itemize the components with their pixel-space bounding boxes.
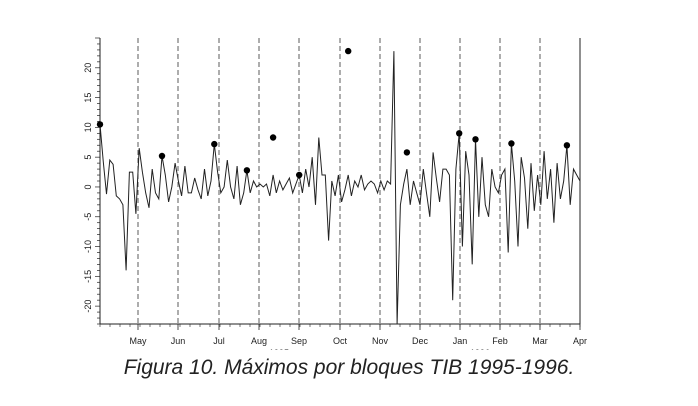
y-tick-label: -5 bbox=[83, 213, 93, 221]
y-tick-label: 0 bbox=[83, 184, 93, 189]
x-tick-label-dec: Dec bbox=[412, 336, 429, 346]
year-label-1995: 1995 bbox=[269, 348, 289, 350]
series-line bbox=[99, 51, 581, 325]
x-tick-label-jun: Jun bbox=[171, 336, 186, 346]
time-series-chart: 20 15 10 5 0 -5 -10 -15 -20 May Jun Jul Aug Sep Oct No… bbox=[83, 37, 587, 350]
figure-caption: Figura 10. Máximos por bloques TIB 1995-… bbox=[123, 356, 575, 379]
y-tick-label: 10 bbox=[83, 122, 93, 132]
y-axis-ticks: 20 15 10 5 0 -5 -10 -15 -20 bbox=[83, 37, 100, 325]
x-tick-label-may: May bbox=[129, 336, 147, 346]
x-tick-label-mar: Mar bbox=[532, 336, 548, 346]
y-tick-label: -10 bbox=[83, 240, 93, 253]
block-maximum-point bbox=[472, 136, 479, 143]
x-tick-label-sep: Sep bbox=[291, 336, 307, 346]
y-tick-label: 20 bbox=[83, 63, 93, 73]
x-tick-label-jul: Jul bbox=[213, 336, 225, 346]
y-tick-label: 5 bbox=[83, 155, 93, 160]
block-maximum-point bbox=[296, 171, 303, 179]
block-maximum-point bbox=[211, 140, 218, 148]
block-maximum-point bbox=[96, 121, 104, 128]
block-maximum-point bbox=[508, 140, 515, 147]
series-layer bbox=[99, 51, 581, 325]
x-tick-label-feb: Feb bbox=[492, 336, 508, 346]
x-tick-label-oct: Oct bbox=[333, 336, 348, 346]
y-tick-label: 15 bbox=[83, 93, 93, 103]
x-axis-ticks: May Jun Jul Aug Sep Oct Nov Dec Jan Feb Mar Apr 1995… bbox=[99, 324, 587, 350]
block-maximum-point bbox=[158, 152, 166, 160]
x-tick-label-nov: Nov bbox=[372, 336, 389, 346]
x-tick-label-aug: Aug bbox=[251, 336, 267, 346]
block-maximum-point bbox=[243, 167, 251, 174]
x-tick-label-apr: Apr bbox=[573, 336, 587, 346]
y-tick-label: -15 bbox=[83, 270, 93, 283]
y-tick-label: -20 bbox=[83, 300, 93, 313]
x-tick-label-jan: Jan bbox=[453, 336, 468, 346]
year-label-1996: 1996 bbox=[470, 348, 490, 350]
block-maximum-point bbox=[403, 149, 411, 156]
block-maximum-point bbox=[345, 47, 352, 55]
block-maximum-point bbox=[563, 142, 571, 149]
block-maximum-point bbox=[269, 134, 277, 141]
block-maxima-markers bbox=[96, 47, 571, 179]
block-maximum-point bbox=[456, 130, 463, 137]
